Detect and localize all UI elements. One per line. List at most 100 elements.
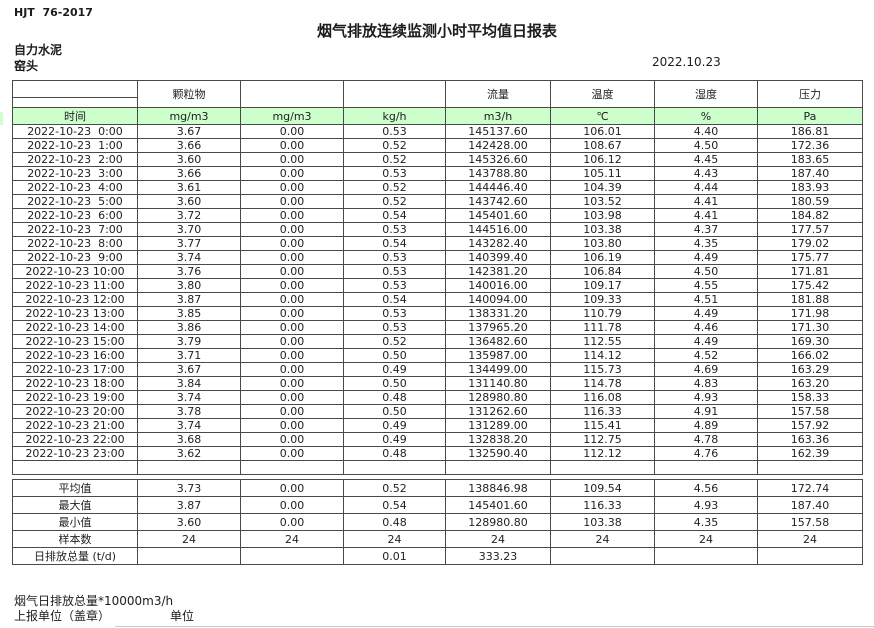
col-header-temperature: 温度: [550, 80, 655, 108]
cell-value: 0.54: [343, 236, 446, 251]
cell-value: 106.01: [550, 124, 655, 139]
summary-value: [654, 547, 758, 565]
cell-value: 4.41: [654, 208, 758, 223]
summary-value: 0.48: [343, 513, 446, 531]
cell-value: 0.52: [343, 138, 446, 153]
summary-row: 最小值 3.60 0.00 0.48 128980.80 103.38 4.35 157.58: [12, 513, 863, 531]
summary-value: 3.60: [137, 513, 241, 531]
col-header-empty-1: [240, 80, 344, 108]
cell-value: 106.19: [550, 250, 655, 265]
cell-value: 4.50: [654, 264, 758, 279]
separator-body: [12, 460, 863, 480]
cell-value: 106.12: [550, 152, 655, 167]
report-date: 2022.10.23: [652, 55, 721, 69]
cell-value: 4.55: [654, 278, 758, 293]
cell-value: 103.52: [550, 194, 655, 209]
cell-value: 115.41: [550, 418, 655, 433]
cell-value: 0.00: [240, 222, 344, 237]
summary-value: 4.93: [654, 496, 758, 514]
cell-value: 140399.40: [445, 250, 551, 265]
cell-value: 0.00: [240, 362, 344, 377]
summary-value: 109.54: [550, 479, 655, 497]
table-row: 2022-10-23 1:00 3.66 0.00 0.52 142428.00 108.…: [12, 138, 863, 153]
table-row: 2022-10-23 12:00 3.87 0.00 0.54 140094.00 109…: [12, 292, 863, 307]
left-edge-green-mark: [0, 112, 3, 125]
table-row: 2022-10-23 2:00 3.60 0.00 0.52 145326.60 106.…: [12, 152, 863, 167]
cell-value: 187.40: [757, 166, 863, 181]
cell-value: 0.00: [240, 432, 344, 447]
cell-value: 0.53: [343, 306, 446, 321]
cell-value: 0.00: [240, 180, 344, 195]
cell-value: 0.00: [240, 320, 344, 335]
flow-total-note: 烟气日排放总量*10000m3/h: [14, 594, 174, 608]
cell-value: 175.42: [757, 278, 863, 293]
cell-time: 2022-10-23 10:00: [12, 264, 138, 279]
time-header-upper-cell: [12, 80, 138, 98]
cell-value: 0.48: [343, 446, 446, 461]
cell-value: 109.17: [550, 278, 655, 293]
cell-time: 2022-10-23 4:00: [12, 180, 138, 195]
cell-value: 0.00: [240, 334, 344, 349]
cell-value: 3.67: [137, 124, 241, 139]
cell-value: 4.49: [654, 334, 758, 349]
cell-value: 0.00: [240, 404, 344, 419]
cell-time: 2022-10-23 22:00: [12, 432, 138, 447]
cell-value: 186.81: [757, 124, 863, 139]
cell-value: 179.02: [757, 236, 863, 251]
cell-value: 3.70: [137, 222, 241, 237]
table-row: 2022-10-23 10:00 3.76 0.00 0.53 142381.20 106…: [12, 264, 863, 279]
cell-value: 4.78: [654, 432, 758, 447]
summary-value: 172.74: [757, 479, 863, 497]
reporting-unit-label: 上报单位（盖章）: [14, 609, 111, 623]
cell-value: 3.80: [137, 278, 241, 293]
cell-time: 2022-10-23 19:00: [12, 390, 138, 405]
cell-value: 0.00: [240, 376, 344, 391]
summary-row: 日排放总量 (t/d) 0.01 333.23: [12, 547, 863, 565]
cell-time: 2022-10-23 20:00: [12, 404, 138, 419]
cell-value: 3.78: [137, 404, 241, 419]
cell-value: 4.41: [654, 194, 758, 209]
table-row: 2022-10-23 7:00 3.70 0.00 0.53 144516.00 103.…: [12, 222, 863, 237]
cell-value: 131262.60: [445, 404, 551, 419]
cell-value: 103.80: [550, 236, 655, 251]
cell-value: 112.55: [550, 334, 655, 349]
cell-value: 128980.80: [445, 390, 551, 405]
page-title: 烟气排放连续监测小时平均值日报表: [316, 22, 557, 40]
cell-value: 3.74: [137, 418, 241, 433]
table-row: 2022-10-23 9:00 3.74 0.00 0.53 140399.40 106.…: [12, 250, 863, 265]
standard-number: HJT 76-2017: [14, 6, 93, 19]
summary-value: 24: [343, 530, 446, 548]
cell-value: 162.39: [757, 446, 863, 461]
cell-time: 2022-10-23 21:00: [12, 418, 138, 433]
summary-value: 4.35: [654, 513, 758, 531]
cell-value: 3.60: [137, 194, 241, 209]
cell-value: 0.52: [343, 334, 446, 349]
cell-value: 0.00: [240, 138, 344, 153]
cell-value: 140094.00: [445, 292, 551, 307]
unit-mgm3-1: mg/m3: [137, 107, 241, 125]
cell-value: 4.51: [654, 292, 758, 307]
cell-value: 0.00: [240, 292, 344, 307]
unit-mgm3-2: mg/m3: [240, 107, 344, 125]
cell-time: 2022-10-23 13:00: [12, 306, 138, 321]
table-row: 2022-10-23 20:00 3.78 0.00 0.50 131262.60 116…: [12, 404, 863, 419]
table-row: 2022-10-23 11:00 3.80 0.00 0.53 140016.00 109…: [12, 278, 863, 293]
table-row: 2022-10-23 16:00 3.71 0.00 0.50 135987.00 114…: [12, 348, 863, 363]
cell-time: 2022-10-23 11:00: [12, 278, 138, 293]
cell-value: 0.54: [343, 208, 446, 223]
cell-value: 144516.00: [445, 222, 551, 237]
hourly-data-body: 2022-10-23 0:00 3.67 0.00 0.53 145137.60 106.…: [12, 124, 863, 461]
cell-value: 3.62: [137, 446, 241, 461]
cell-time: 2022-10-23 2:00: [12, 152, 138, 167]
cell-value: 4.37: [654, 222, 758, 237]
summary-value: 157.58: [757, 513, 863, 531]
cell-value: 4.45: [654, 152, 758, 167]
cell-value: 0.00: [240, 264, 344, 279]
cell-value: 171.81: [757, 264, 863, 279]
cell-time: 2022-10-23 5:00: [12, 194, 138, 209]
cell-value: 184.82: [757, 208, 863, 223]
cell-value: 0.53: [343, 278, 446, 293]
cell-value: 134499.00: [445, 362, 551, 377]
cell-value: 0.00: [240, 418, 344, 433]
cell-value: 4.35: [654, 236, 758, 251]
